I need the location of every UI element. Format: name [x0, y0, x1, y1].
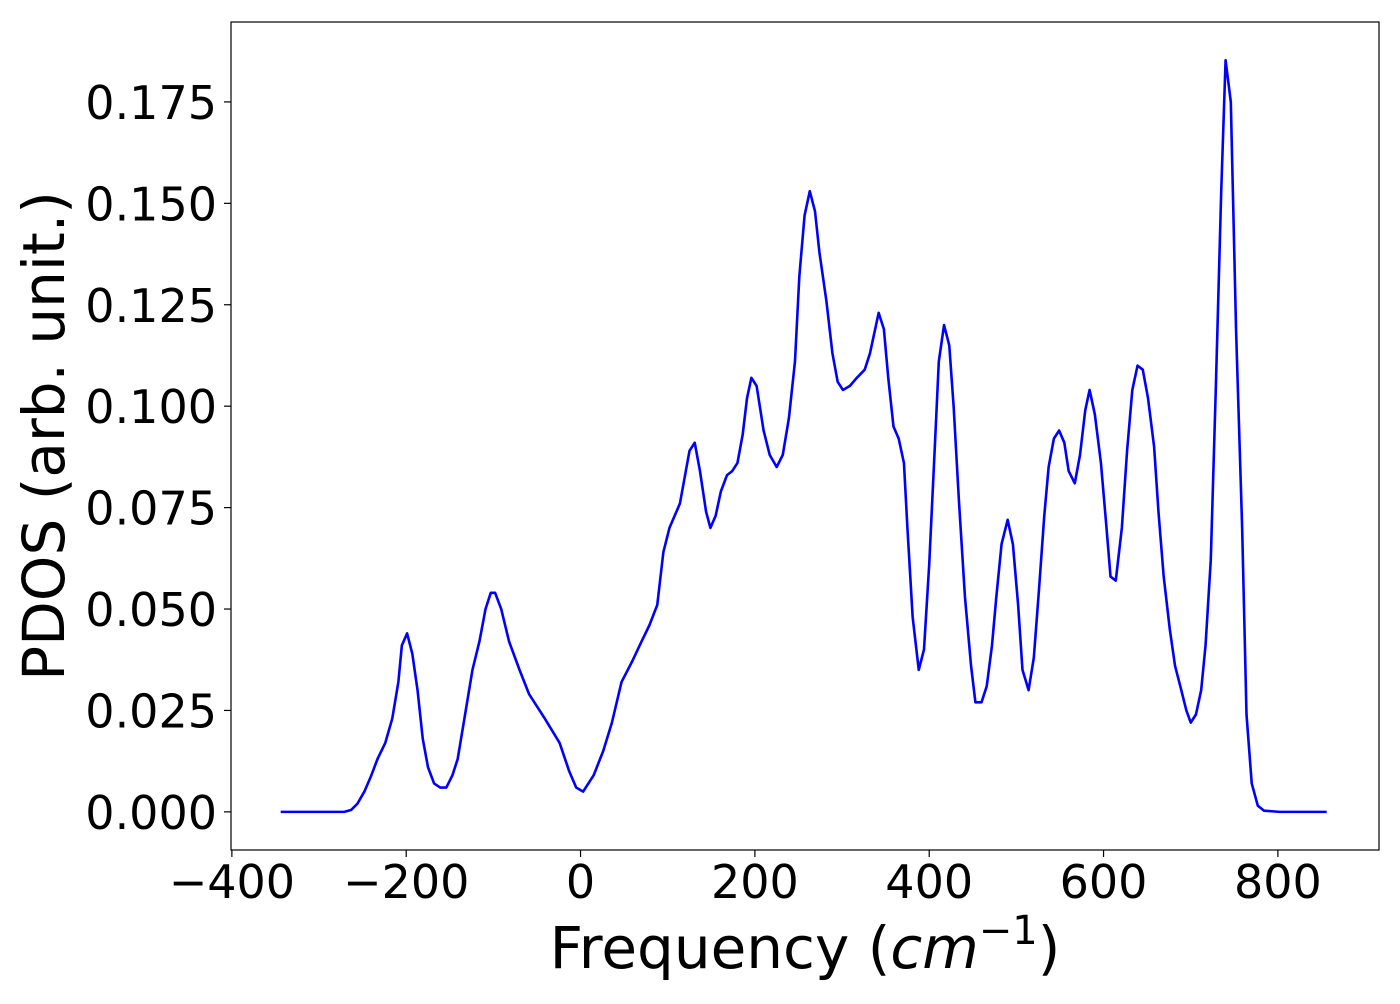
x-tick-label: 400 [885, 855, 973, 909]
x-label-text: Frequency ( [550, 914, 891, 982]
x-tick-label: 800 [1234, 855, 1322, 909]
x-label-close: ) [1038, 914, 1061, 982]
y-tick-label: 0.100 [85, 380, 217, 434]
y-tick-label: 0.125 [85, 279, 217, 333]
plot-frame [230, 21, 1380, 851]
x-axis-label: Frequency (cm−1) [550, 908, 1061, 982]
x-tick-label: 200 [711, 855, 799, 909]
y-tick-label: 0.175 [85, 76, 217, 130]
y-tick-label: 0.150 [85, 177, 217, 231]
y-tick-label: 0.050 [85, 583, 217, 637]
x-tick-label: −200 [343, 855, 469, 909]
y-tick-label: 0.000 [85, 786, 217, 840]
y-tick-label: 0.025 [85, 684, 217, 738]
y-axis-label: PDOS (arb. unit.) [10, 191, 78, 681]
data-line [280, 58, 1327, 814]
x-tick-label: 600 [1060, 855, 1148, 909]
y-tick-label: 0.075 [85, 482, 217, 536]
x-tick-label: 0 [566, 855, 595, 909]
x-label-unit: cm [890, 914, 978, 982]
x-label-exponent: −1 [979, 908, 1038, 954]
x-tick-label: −400 [169, 855, 295, 909]
